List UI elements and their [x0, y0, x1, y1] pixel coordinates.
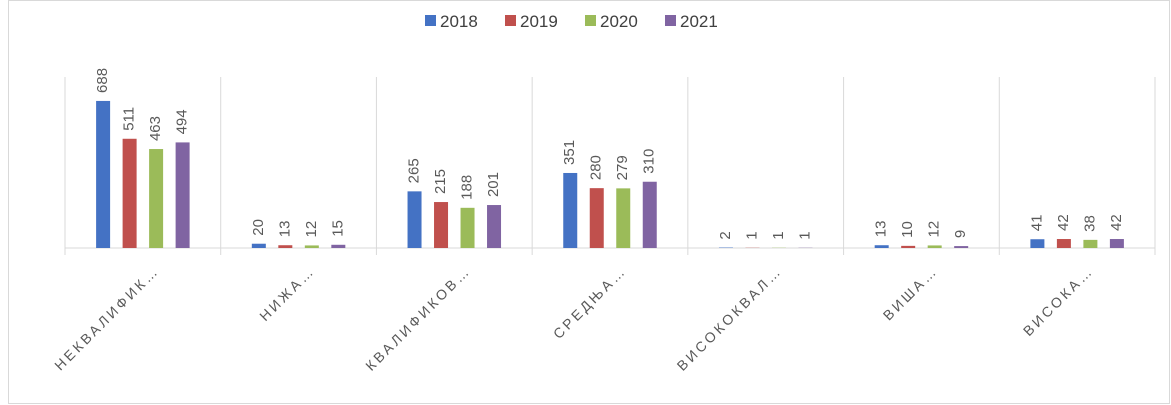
legend-label: 2021	[680, 12, 718, 31]
bar	[331, 244, 346, 248]
data-label: 42	[1055, 214, 1072, 231]
bar	[642, 181, 657, 248]
data-label: 494	[174, 109, 191, 134]
data-label: 1	[770, 231, 787, 239]
x-tick-label: ВИША…	[880, 262, 941, 323]
data-label: 2	[717, 231, 734, 239]
x-tick-label: НИЖА…	[256, 262, 318, 324]
data-label: 280	[588, 155, 605, 180]
bar	[304, 245, 319, 248]
legend-swatch	[665, 15, 676, 26]
data-label: 13	[873, 221, 890, 238]
data-label: 41	[1028, 215, 1045, 232]
bar	[460, 207, 475, 248]
bar	[278, 245, 293, 248]
data-label: 215	[432, 169, 449, 194]
bar	[589, 188, 604, 248]
bar	[563, 172, 578, 248]
data-label: 188	[459, 175, 476, 200]
bar	[96, 100, 111, 248]
data-label: 12	[926, 221, 943, 238]
bar	[175, 142, 190, 248]
data-label: 20	[250, 219, 267, 236]
bar	[1056, 239, 1071, 248]
bar	[407, 191, 422, 248]
x-tick-label: СРЕДЊА…	[550, 262, 630, 342]
data-label: 511	[121, 107, 138, 131]
data-label: 13	[276, 221, 293, 238]
data-label: 463	[147, 116, 164, 141]
legend-label: 2020	[600, 12, 638, 31]
data-label: 201	[485, 172, 502, 197]
legend-swatch	[585, 15, 596, 26]
legend-swatch	[505, 15, 516, 26]
legend-label: 2018	[440, 12, 478, 31]
bar	[434, 202, 449, 248]
data-label: 9	[952, 230, 969, 238]
legend-label: 2019	[520, 12, 558, 31]
data-label: 42	[1108, 214, 1125, 231]
x-tick-label: ВИСОКОКВАЛ…	[674, 262, 786, 374]
x-tick-label: ВИСОКА…	[1020, 262, 1097, 339]
bar	[954, 246, 969, 248]
bar	[927, 245, 942, 248]
bar	[1030, 239, 1045, 248]
bar	[122, 138, 137, 248]
chart-frame	[8, 0, 1170, 404]
data-label: 38	[1081, 215, 1098, 232]
legend-swatch	[425, 15, 436, 26]
bar	[874, 245, 889, 248]
data-label: 279	[614, 155, 631, 180]
data-label: 1	[743, 231, 760, 239]
data-label: 15	[329, 220, 346, 237]
bar	[149, 149, 164, 248]
data-label: 351	[561, 140, 578, 165]
bar	[1109, 239, 1124, 248]
data-label: 265	[406, 158, 423, 183]
data-label: 688	[94, 68, 111, 93]
data-label: 10	[899, 221, 916, 238]
bar	[1083, 239, 1098, 248]
x-tick-label: НЕКВАЛИФИК…	[51, 262, 162, 373]
bar	[251, 243, 266, 248]
bar	[901, 245, 916, 248]
x-tick-label: КВАЛИФИКОВ…	[362, 262, 474, 374]
bar	[487, 205, 502, 248]
bar	[616, 188, 631, 248]
data-label: 12	[303, 221, 320, 238]
data-label: 310	[641, 149, 658, 174]
data-label: 1	[796, 231, 813, 239]
